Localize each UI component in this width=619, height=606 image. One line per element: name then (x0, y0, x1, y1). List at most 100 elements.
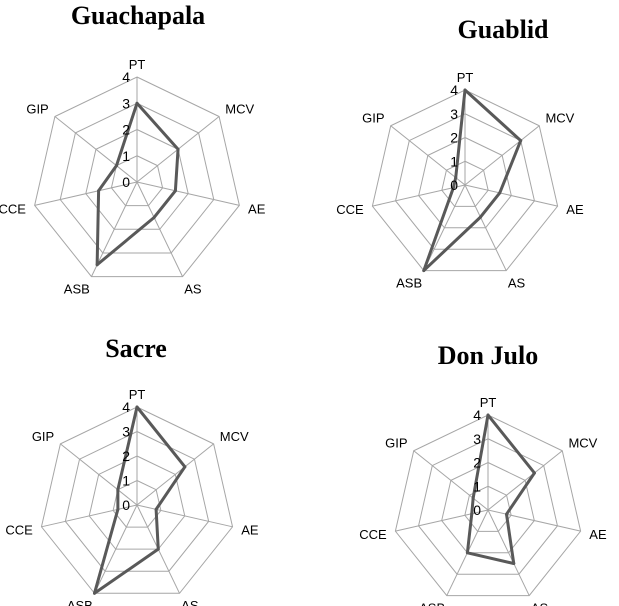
axis-spoke (136, 181, 240, 206)
tick-label: 2 (473, 455, 481, 471)
axis-label: ASB (67, 598, 93, 606)
grid-ring (417, 438, 559, 575)
axis-label: CCE (359, 527, 387, 542)
data-point (156, 547, 160, 551)
axis-label: CCE (336, 202, 364, 217)
series-line (422, 88, 523, 273)
axis-label: GIP (32, 429, 54, 444)
axis-spoke (41, 504, 138, 528)
tick-label: 4 (122, 69, 130, 85)
axis-spoke (136, 504, 233, 528)
tick-label: 1 (473, 478, 481, 494)
axis-label: MCV (568, 436, 597, 451)
axis-spoke (390, 125, 466, 186)
grid-ring (88, 455, 186, 550)
tick-label: 3 (473, 431, 481, 447)
axis-spoke (90, 181, 138, 277)
axis-label: AS (181, 598, 199, 606)
axis-label: GIP (385, 436, 407, 451)
axis-spoke (136, 181, 184, 277)
data-point (470, 512, 474, 516)
data-point (465, 551, 469, 555)
data-point (116, 488, 120, 492)
data-point (173, 189, 177, 193)
grid-ring (85, 128, 189, 230)
axis-spoke (423, 184, 466, 271)
axis-label: CCE (0, 201, 26, 216)
grid-ring (464, 485, 512, 532)
axis-label: MCV (220, 429, 249, 444)
grid-ring (34, 76, 240, 278)
tick-label: 0 (473, 502, 481, 518)
data-point (135, 405, 139, 409)
data-point (152, 215, 156, 219)
data-point (532, 471, 536, 475)
tick-label: 2 (122, 122, 130, 138)
axis-label: AE (241, 523, 259, 538)
data-point (92, 591, 96, 595)
series-line (95, 101, 180, 267)
chart-title: Guachapala (71, 1, 205, 30)
tick-label: 2 (122, 448, 130, 464)
axis-label: ASB (64, 281, 90, 296)
tick-label: 3 (122, 95, 130, 111)
tick-label: 1 (122, 148, 130, 164)
grid-ring (418, 136, 512, 229)
data-point (498, 191, 502, 195)
axis-label: PT (129, 387, 146, 402)
axis-label: PT (457, 70, 474, 85)
axis-spoke (94, 504, 138, 594)
axis-label: AE (589, 527, 607, 542)
tick-label: 4 (450, 82, 458, 98)
axis-spoke (487, 509, 530, 596)
radar-panel: Don Julo 0 1 2 3 4PT MCV AE AS ASB CCE GIP (359, 341, 607, 606)
grid-ring (394, 113, 536, 250)
tick-label: 0 (122, 497, 130, 513)
data-point (116, 507, 120, 511)
tick-label: 0 (450, 177, 458, 193)
data-point (486, 413, 490, 417)
axis-spoke (487, 509, 581, 532)
axis-spoke (487, 450, 563, 511)
chart-title: Don Julo (438, 341, 538, 370)
axis-label: AS (184, 281, 202, 296)
tick-label: 3 (122, 424, 130, 440)
axis-label: AS (508, 275, 526, 290)
axis-spoke (464, 184, 507, 271)
axis-spoke (54, 116, 138, 183)
chart-title: Guablid (457, 15, 549, 44)
axis-label: ASB (396, 275, 422, 290)
axis-label: ASB (419, 600, 445, 606)
axis-label: AE (248, 201, 266, 216)
data-point (176, 147, 180, 151)
axis-spoke (136, 443, 214, 506)
radar-panel: Sacre 0 1 2 3 4PT MCV AE AS ASB CCE GIP (5, 334, 259, 606)
data-point (183, 465, 187, 469)
series-line (465, 413, 536, 565)
grid-ring (441, 160, 489, 207)
axis-label: GIP (362, 111, 384, 126)
data-point (135, 101, 139, 105)
tick-label: 3 (450, 106, 458, 122)
axis-label: PT (129, 57, 146, 72)
series-line (92, 405, 187, 595)
data-point (463, 88, 467, 92)
tick-label: 0 (122, 174, 130, 190)
axis-spoke (464, 184, 558, 207)
grid-ring (64, 430, 210, 572)
chart-title: Sacre (105, 334, 167, 363)
radar-panel: Guablid 0 1 2 3 4PT MCV AE AS ASB CCE GIP (336, 15, 584, 290)
grid-ring (394, 414, 582, 597)
axis-label: PT (480, 395, 497, 410)
data-point (114, 164, 118, 168)
grid-ring (59, 102, 215, 254)
tick-label: 2 (450, 130, 458, 146)
axis-spoke (60, 443, 138, 506)
axis-spoke (413, 450, 489, 511)
data-point (154, 507, 158, 511)
tick-label: 4 (122, 399, 130, 415)
data-point (95, 263, 99, 267)
tick-label: 1 (122, 473, 130, 489)
data-point (97, 189, 101, 193)
